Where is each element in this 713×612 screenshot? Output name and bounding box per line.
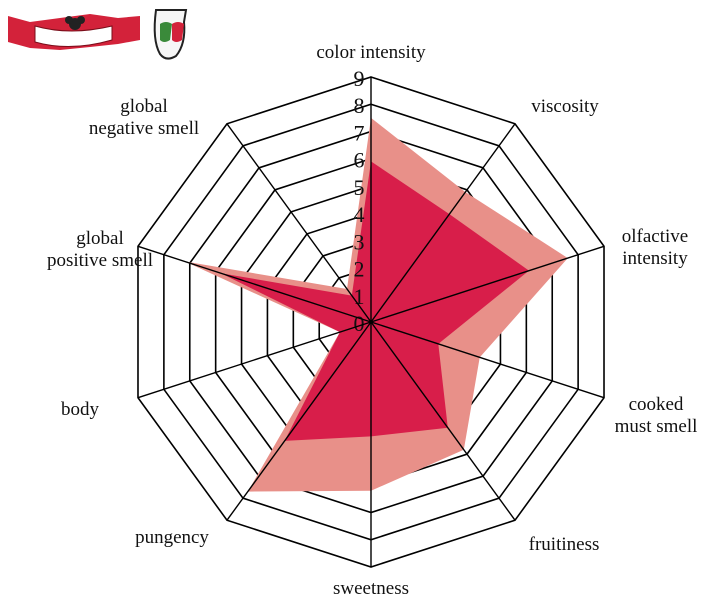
spoke-3	[370, 245, 605, 323]
tick-label-9: 9	[354, 66, 365, 91]
leaves-system-logo	[8, 14, 140, 50]
spoke-10	[226, 123, 372, 323]
spoke-9	[137, 245, 372, 323]
axis-label-7: pungency	[135, 527, 209, 548]
aib-logo	[153, 9, 188, 60]
radar-axis-labels: color intensity viscosity olfactive intensi…	[47, 42, 697, 599]
tick-label-3: 3	[354, 229, 365, 254]
axis-label-1: color intensity	[316, 42, 426, 63]
axis-label-6: sweetness	[333, 578, 409, 599]
axis-label-4: cooked must smell	[615, 394, 698, 437]
spoke-8	[137, 321, 372, 399]
tick-label-5: 5	[354, 175, 365, 200]
spoke-7	[226, 321, 372, 521]
tick-label-4: 4	[354, 202, 365, 227]
axis-label-9: global positive smell	[47, 228, 153, 271]
spoke-4	[370, 321, 605, 399]
tick-label-2: 2	[354, 257, 365, 282]
series-area-2	[220, 161, 529, 441]
axis-label-10: global negative smell	[89, 96, 199, 139]
tick-label-8: 8	[354, 93, 365, 118]
tick-label-0: 0	[354, 311, 365, 336]
axis-label-5: fruitiness	[529, 534, 600, 555]
axis-label-3: olfactive intensity	[622, 226, 688, 269]
radar-series	[184, 117, 568, 492]
axis-label-8: body	[61, 399, 100, 420]
spoke-2	[370, 123, 516, 323]
axis-label-2: viscosity	[531, 96, 599, 117]
tick-label-1: 1	[354, 284, 365, 309]
tick-label-7: 7	[354, 120, 365, 145]
tick-label-6: 6	[354, 148, 365, 173]
spoke-5	[370, 321, 516, 521]
